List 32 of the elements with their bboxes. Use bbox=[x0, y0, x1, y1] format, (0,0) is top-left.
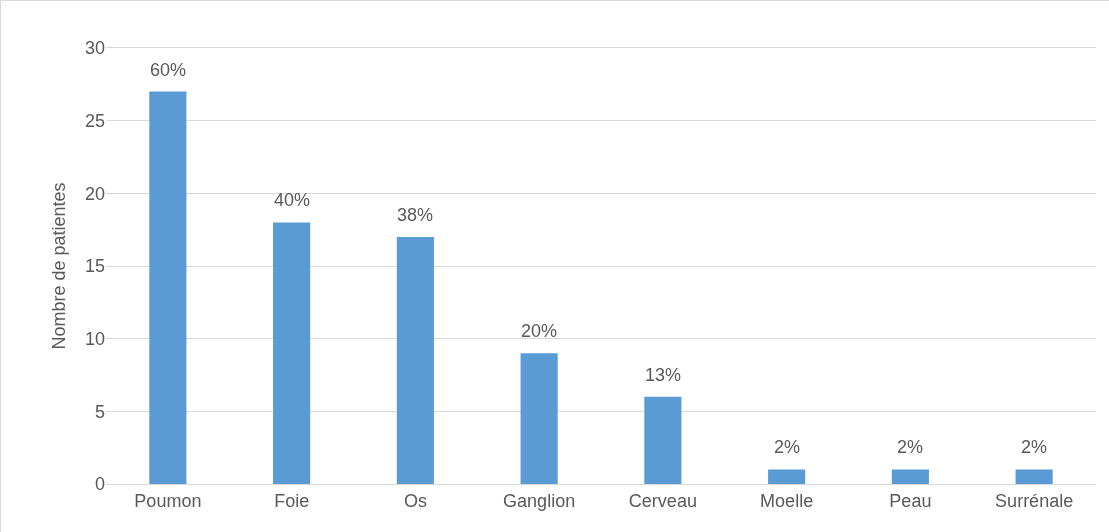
y-tick-label: 25 bbox=[84, 110, 105, 131]
x-tick-label: Foie bbox=[274, 490, 310, 511]
y-tick-label: 10 bbox=[84, 328, 105, 349]
x-tick-label: Poumon bbox=[134, 490, 202, 511]
annotation: 40% bbox=[274, 190, 311, 210]
annotation: 13% bbox=[645, 365, 682, 385]
y-tick-label: 30 bbox=[84, 38, 105, 59]
annotation: 2% bbox=[1021, 437, 1048, 457]
x-tick-label: Cerveau bbox=[628, 490, 697, 511]
y-tick-label: 15 bbox=[84, 256, 105, 277]
annotation: 2% bbox=[774, 437, 801, 457]
annotation: 20% bbox=[521, 321, 558, 341]
bar bbox=[768, 469, 806, 484]
annotation: 60% bbox=[150, 60, 187, 80]
bar bbox=[644, 396, 682, 484]
bar bbox=[1015, 469, 1053, 484]
bar bbox=[273, 222, 311, 484]
y-tick-label: 20 bbox=[84, 183, 105, 204]
annotation: 2% bbox=[897, 437, 924, 457]
x-tick-label: Surrénale bbox=[995, 490, 1074, 511]
x-tick-label: Moelle bbox=[760, 490, 814, 511]
y-tick-label: 5 bbox=[94, 401, 105, 422]
bar bbox=[396, 236, 434, 484]
annotation: 38% bbox=[397, 205, 434, 225]
bar bbox=[520, 353, 558, 484]
y-tick-label: 0 bbox=[94, 474, 105, 495]
bar bbox=[149, 91, 187, 484]
x-tick-label: Peau bbox=[889, 490, 932, 511]
x-tick-label: Ganglion bbox=[503, 490, 576, 511]
x-tick-label: Os bbox=[403, 490, 427, 511]
y-axis-title: Nombre de patientes bbox=[49, 182, 70, 350]
bar bbox=[891, 469, 929, 484]
